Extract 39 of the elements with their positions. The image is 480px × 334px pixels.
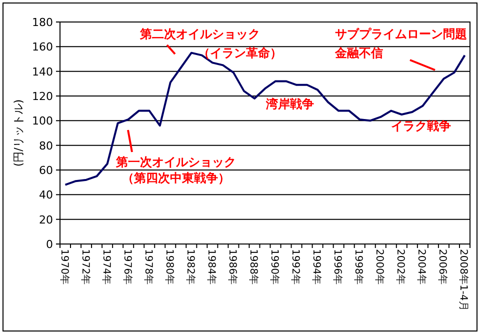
x-tick-label: 2008年1-4月 (458, 249, 470, 311)
annotation: （第四次中東戦争） (122, 171, 230, 185)
y-tick-label: 0 (46, 238, 53, 251)
annotation: 第二次オイルショック (139, 27, 260, 41)
x-tick-label: 1984年 (205, 249, 218, 284)
x-tick-label: 1986年 (226, 249, 238, 284)
annotation: （イラン革命） (198, 46, 282, 60)
x-tick-label: 1992年 (290, 249, 302, 284)
y-tick-label: 160 (32, 40, 53, 54)
x-tick-label: 1972年 (79, 249, 92, 284)
x-tick-label: 2004年 (416, 249, 428, 284)
y-axis-title: (円/リットル) (12, 99, 25, 167)
annotation: 第一次オイルショック (115, 155, 236, 169)
y-tick-label: 180 (32, 16, 53, 29)
x-tick-label: 2006年 (436, 249, 449, 284)
x-tick-label: 1978年 (142, 249, 154, 284)
y-tick-label: 80 (39, 139, 53, 152)
x-tick-label: 1974年 (100, 249, 112, 284)
x-tick-label: 1998年 (352, 249, 365, 284)
y-tick-label: 140 (32, 65, 53, 78)
y-tick-label: 40 (39, 188, 53, 202)
annotation: 金融不信 (334, 46, 383, 60)
x-tick-label: 1980年 (163, 249, 176, 284)
annotation: イラク戦争 (391, 119, 451, 133)
x-tick-label: 1976年 (121, 249, 134, 284)
y-tick-label: 60 (39, 164, 53, 177)
x-tick-label: 1994年 (310, 249, 323, 284)
y-tick-label: 120 (32, 90, 53, 103)
annotation: 湾岸戦争 (265, 97, 314, 111)
x-tick-label: 2002年 (394, 249, 407, 284)
x-tick-label: 1996年 (332, 249, 344, 284)
x-tick-label: 1990年 (268, 249, 281, 284)
x-tick-label: 2000年 (374, 249, 386, 284)
y-tick-label: 20 (39, 213, 53, 226)
x-tick-label: 1982年 (184, 249, 196, 284)
annotation: サブプライムローン問題 (335, 27, 467, 41)
y-tick-label: 100 (32, 114, 53, 128)
x-tick-label: 1970年 (58, 249, 70, 284)
x-tick-label: 1988年 (247, 249, 260, 284)
